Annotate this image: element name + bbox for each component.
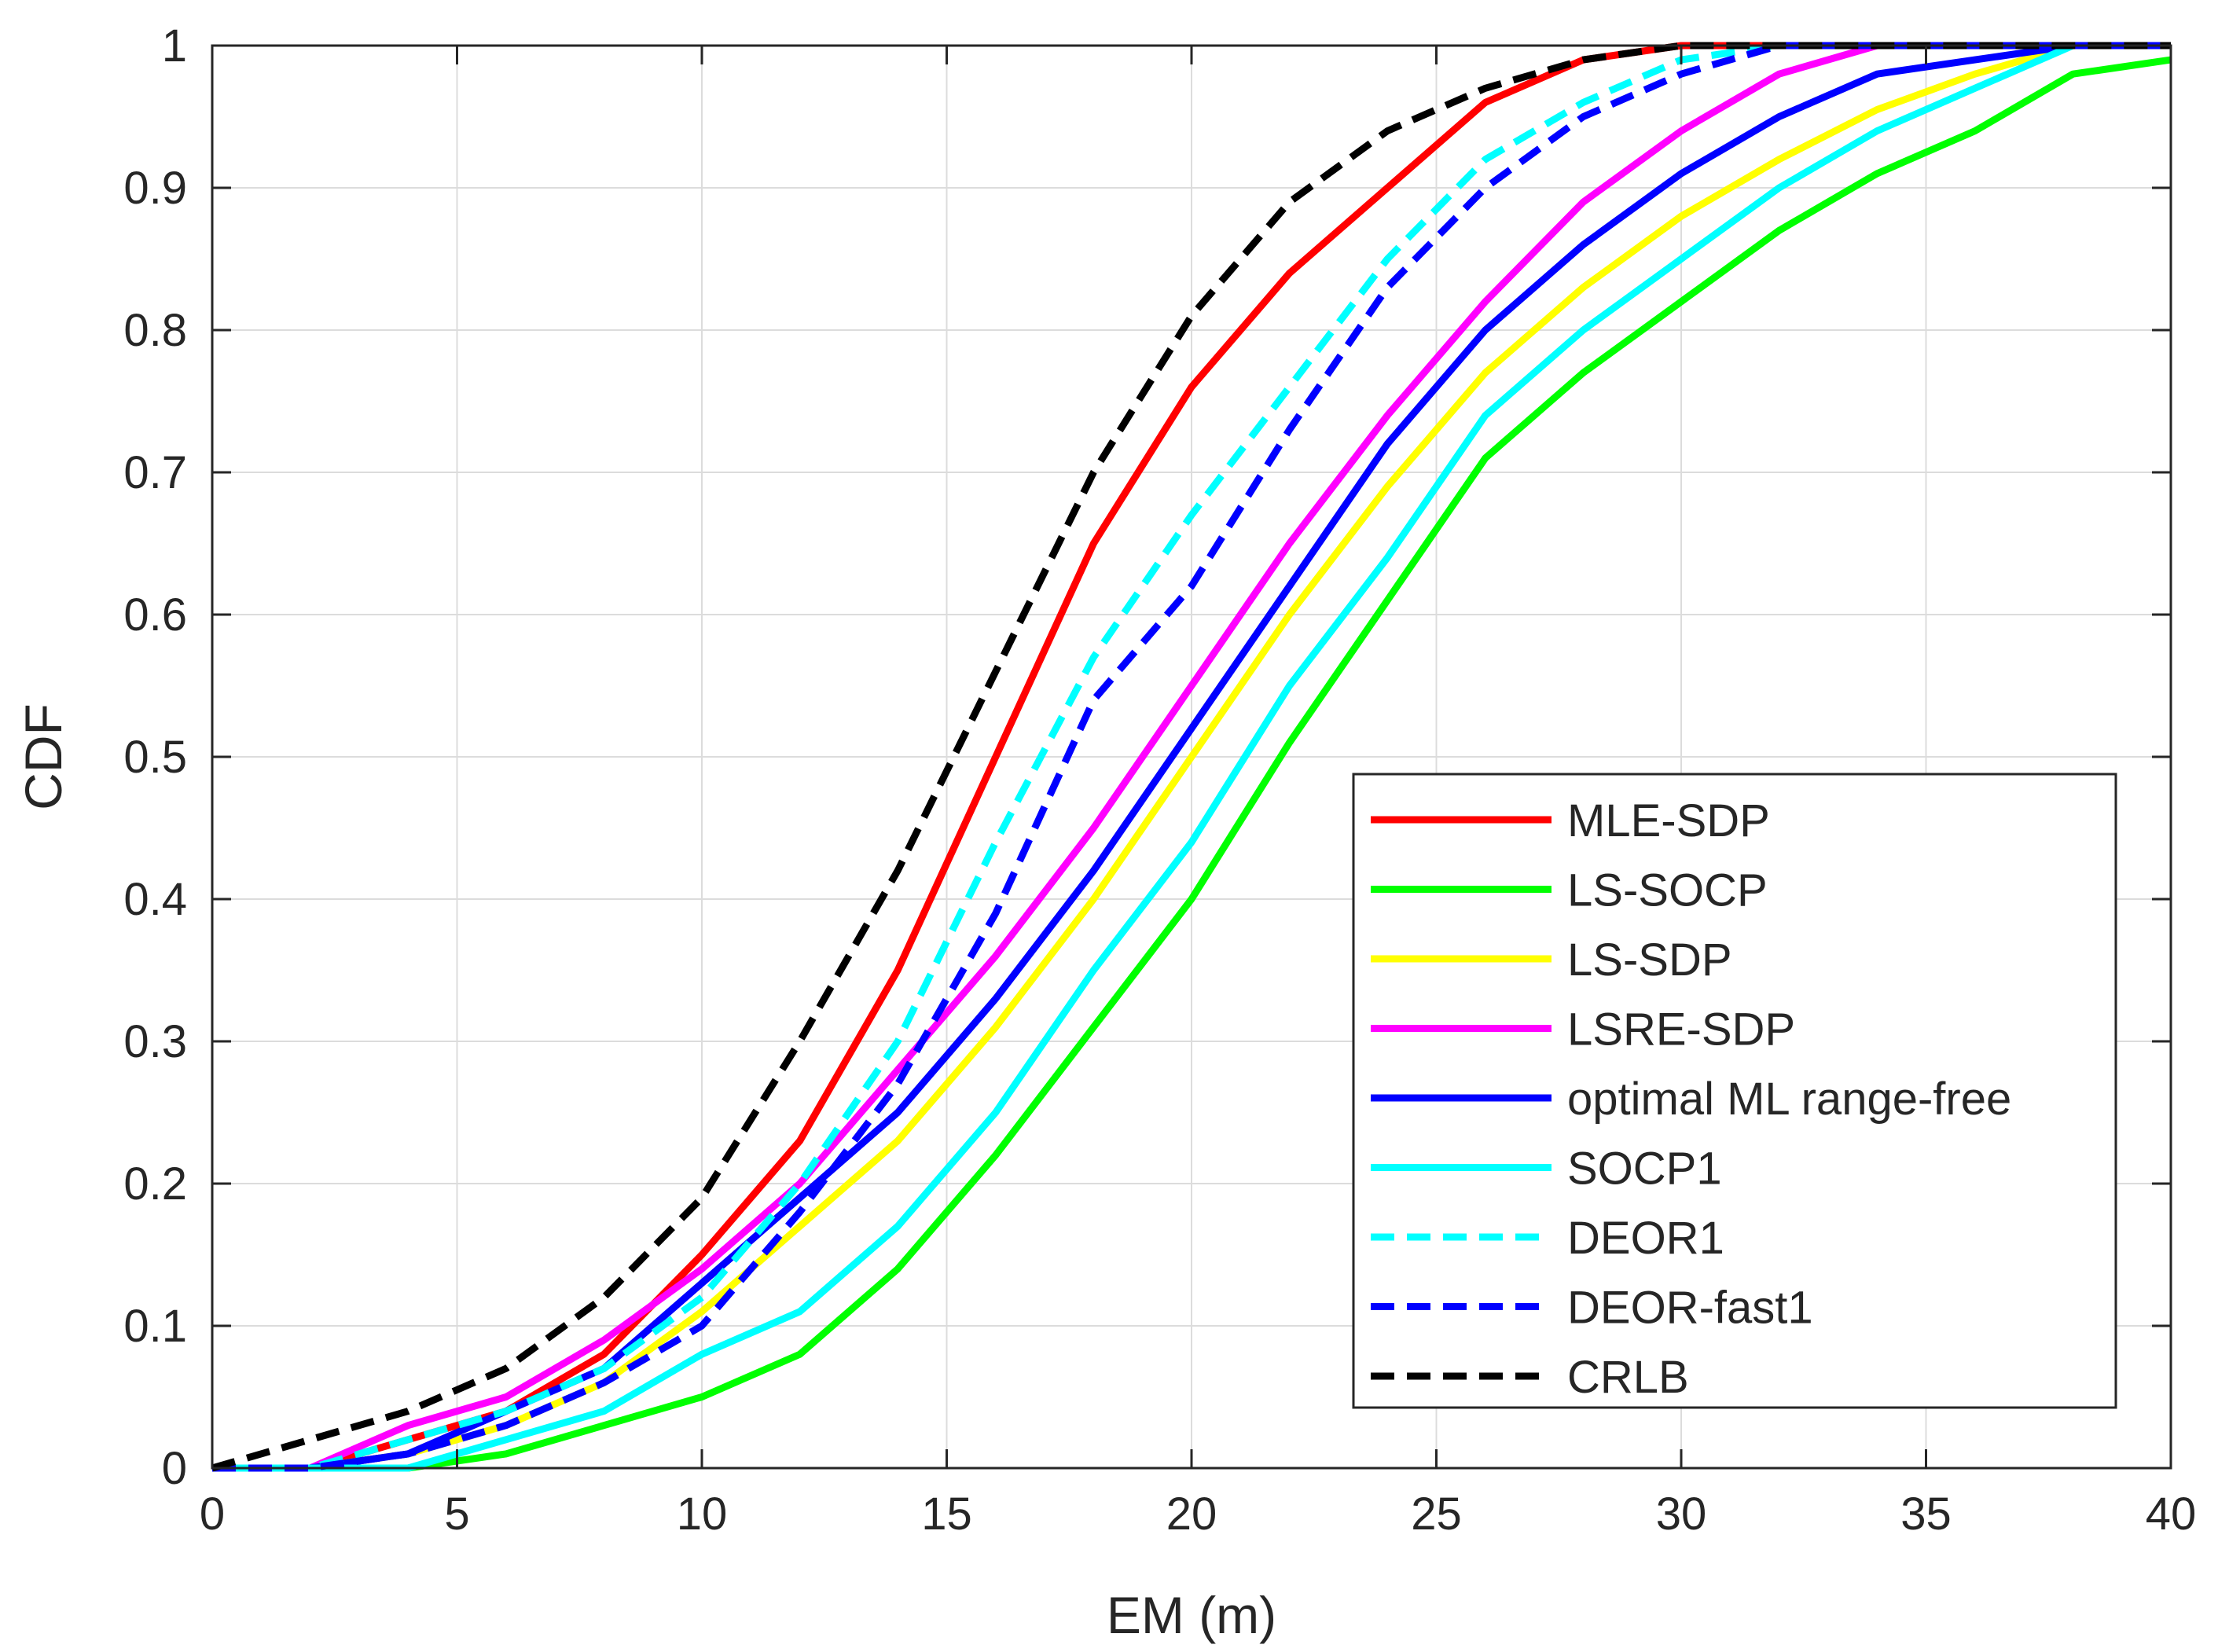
y-tick-label: 0.8 bbox=[123, 305, 187, 356]
legend-label-deor-fast1: DEOR-fast1 bbox=[1567, 1283, 1813, 1334]
y-tick-label: 1 bbox=[162, 20, 187, 72]
legend-label-mle-sdp: MLE-SDP bbox=[1567, 795, 1770, 846]
legend-label-ls-sdp: LS-SDP bbox=[1567, 934, 1732, 986]
series-line-lsre-sdp bbox=[212, 42, 2171, 1472]
x-tick-label: 15 bbox=[921, 1489, 972, 1540]
x-tick-label: 30 bbox=[1656, 1489, 1707, 1540]
series-line-deor-fast1 bbox=[212, 42, 2171, 1472]
ticks bbox=[211, 44, 2172, 1470]
y-tick-label: 0.4 bbox=[123, 874, 187, 925]
legend-label-crlb: CRLB bbox=[1567, 1352, 1689, 1403]
y-tick-label: 0.1 bbox=[123, 1301, 187, 1352]
y-tick-label: 0.9 bbox=[123, 163, 187, 214]
tick-labels: 0 5 10 15 20 25 30 35 40 0 0.1 0.2 0.3 0.4 0.5 0.6 0.7 0.… bbox=[123, 20, 2196, 1540]
y-tick-label: 0.3 bbox=[123, 1016, 187, 1067]
x-tick-label: 25 bbox=[1411, 1489, 1462, 1540]
legend-label-deor1: DEOR1 bbox=[1567, 1213, 1724, 1264]
x-tick-label: 5 bbox=[444, 1489, 469, 1540]
series-line-ls-socp bbox=[212, 56, 2172, 1472]
legend: MLE-SDP LS-SOCP LS-SDP LSRE-SDP optimal ML r… bbox=[1352, 773, 2117, 1409]
legend-box bbox=[1352, 773, 2117, 1409]
x-tick-label: 35 bbox=[1900, 1489, 1952, 1540]
y-tick-label: 0.5 bbox=[123, 732, 187, 783]
legend-label-socp1: SOCP1 bbox=[1567, 1144, 1722, 1195]
legend-label-lsre-sdp: LSRE-SDP bbox=[1567, 1004, 1795, 1055]
y-axis-label: CDF bbox=[14, 703, 72, 810]
y-tick-label: 0.6 bbox=[123, 589, 187, 641]
x-tick-label: 40 bbox=[2146, 1489, 2197, 1540]
y-tick-label: 0.7 bbox=[123, 447, 187, 498]
legend-label-optimal-ml-range-free: optimal ML range-free bbox=[1567, 1074, 2011, 1125]
series-line-socp1 bbox=[212, 42, 2171, 1472]
legend-label-ls-socp: LS-SOCP bbox=[1567, 865, 1768, 916]
x-tick-label: 10 bbox=[677, 1489, 728, 1540]
x-tick-label: 20 bbox=[1166, 1489, 1217, 1540]
x-axis-label: EM (m) bbox=[1107, 1586, 1276, 1644]
y-tick-label: 0 bbox=[162, 1443, 187, 1494]
series-line-deor1 bbox=[212, 42, 2171, 1472]
x-tick-label: 0 bbox=[200, 1489, 225, 1540]
y-tick-label: 0.2 bbox=[123, 1158, 187, 1210]
